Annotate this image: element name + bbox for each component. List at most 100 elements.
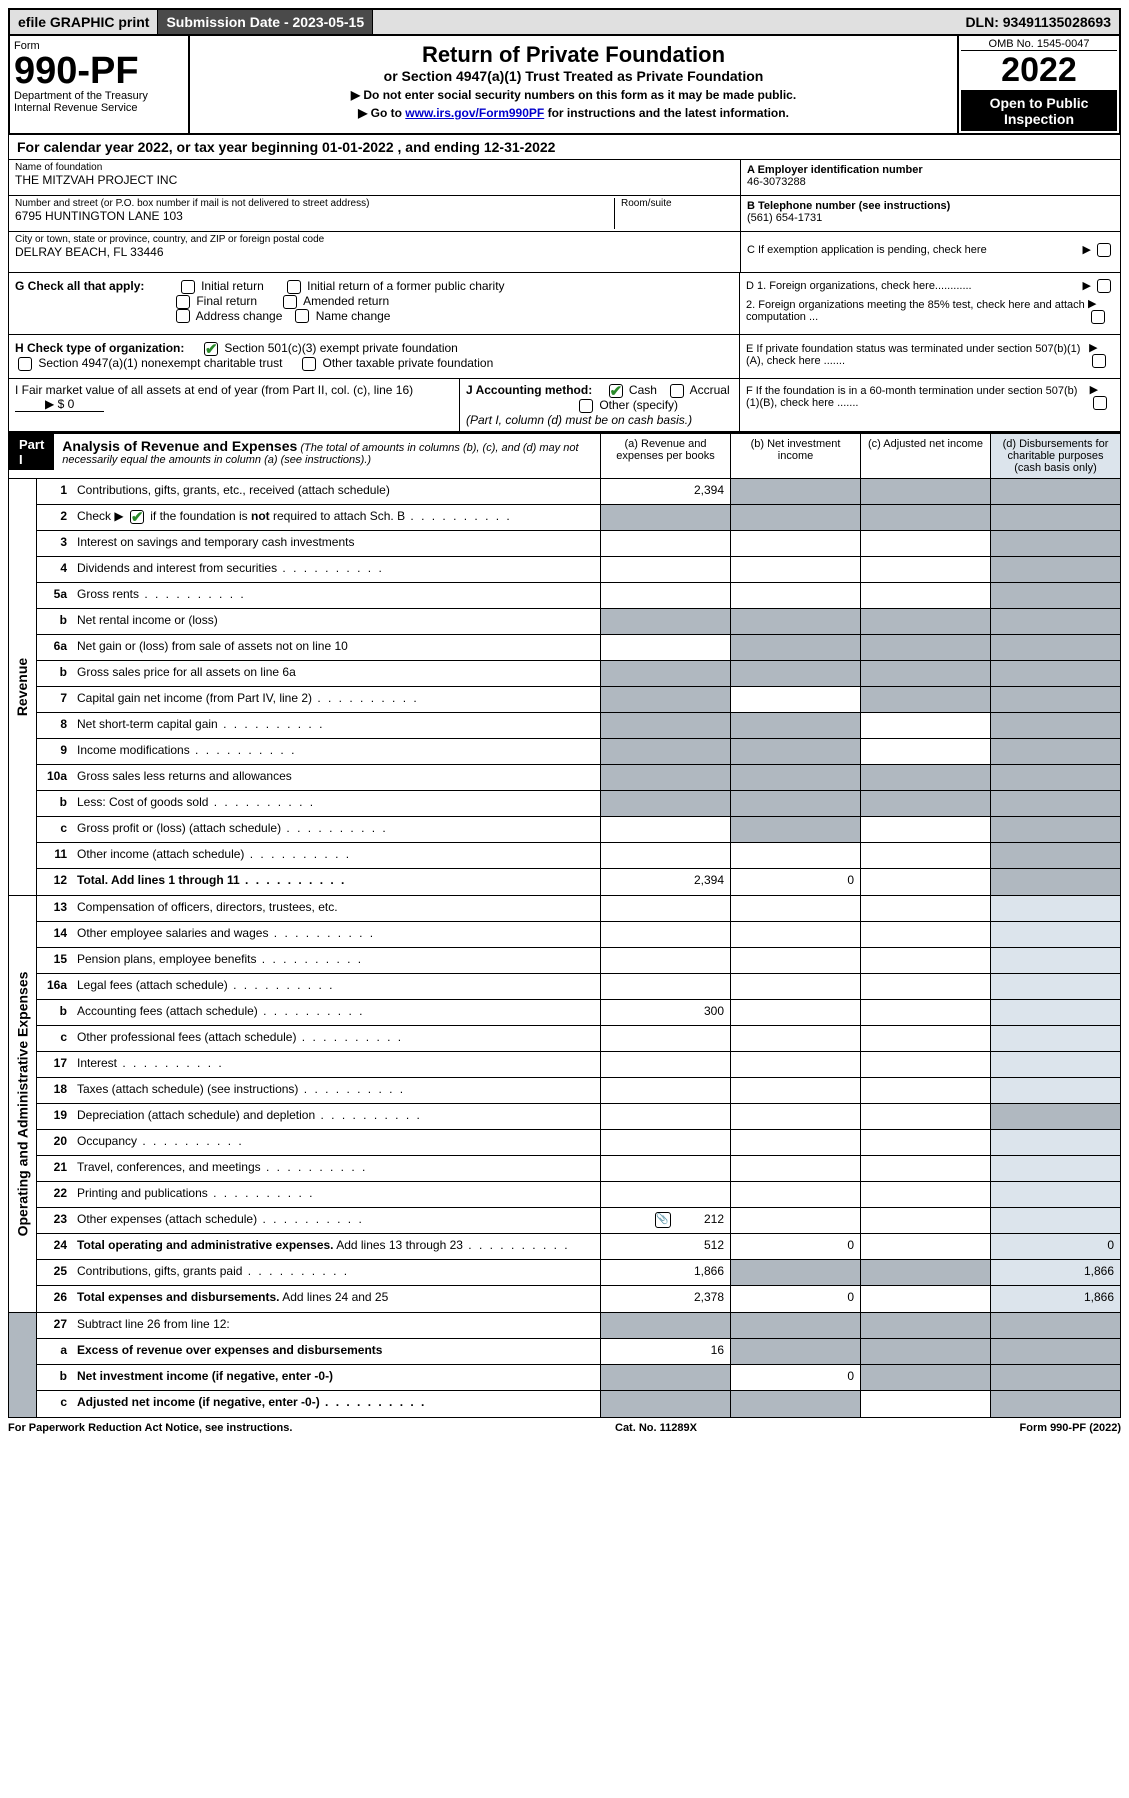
page-footer: For Paperwork Reduction Act Notice, see …: [8, 1418, 1121, 1438]
g-options: G Check all that apply: Initial return I…: [9, 273, 740, 334]
opt-initial-former: Initial return of a former public charit…: [307, 279, 504, 293]
row-2: 2Check ▶ if the foundation is not requir…: [37, 505, 1120, 531]
opt-accrual: Accrual: [690, 383, 730, 397]
check-section-g: G Check all that apply: Initial return I…: [8, 273, 1121, 335]
e-label: E If private foundation status was termi…: [746, 343, 1089, 367]
row-6b: bGross sales price for all assets on lin…: [37, 661, 1120, 687]
subtitle: or Section 4947(a)(1) Trust Treated as P…: [196, 68, 951, 84]
instruction-1: ▶ Do not enter social security numbers o…: [196, 88, 951, 102]
opt-other-taxable: Other taxable private foundation: [323, 356, 494, 370]
opt-amended: Amended return: [303, 294, 389, 308]
row-23: 23Other expenses (attach schedule)📎 212: [37, 1208, 1120, 1234]
4947a1-checkbox[interactable]: [18, 357, 32, 371]
row-9: 9Income modifications: [37, 739, 1120, 765]
year-block: OMB No. 1545-0047 2022 Open to Public In…: [959, 36, 1119, 133]
form-id-block: Form 990-PF Department of the Treasury I…: [10, 36, 190, 133]
open-inspection: Open to Public Inspection: [961, 91, 1117, 131]
opt-other-method: Other (specify): [599, 398, 678, 412]
form-header: Form 990-PF Department of the Treasury I…: [8, 36, 1121, 135]
row-21: 21Travel, conferences, and meetings: [37, 1156, 1120, 1182]
e-option: E If private foundation status was termi…: [740, 335, 1120, 378]
d1-label: D 1. Foreign organizations, check here..…: [746, 280, 972, 292]
tel-label: B Telephone number (see instructions): [747, 200, 1114, 212]
c-checkbox[interactable]: [1097, 243, 1111, 257]
opt-address-change: Address change: [196, 309, 283, 323]
ein-row: A Employer identification number 46-3073…: [741, 160, 1120, 196]
row-27b: bNet investment income (if negative, ent…: [37, 1365, 1120, 1391]
row-5a: 5aGross rents: [37, 583, 1120, 609]
city: DELRAY BEACH, FL 33446: [15, 245, 734, 259]
revenue-side-label: Revenue: [9, 479, 37, 895]
initial-return-checkbox[interactable]: [181, 280, 195, 294]
opt-4947a1: Section 4947(a)(1) nonexempt charitable …: [38, 356, 282, 370]
exemption-pending-row: C If exemption application is pending, c…: [741, 232, 1120, 268]
j-note: (Part I, column (d) must be on cash basi…: [466, 413, 733, 427]
col-a-header: (a) Revenue and expenses per books: [600, 434, 730, 478]
foundation-name: THE MITZVAH PROJECT INC: [15, 173, 734, 187]
opt-name-change: Name change: [316, 309, 391, 323]
501c3-checkbox[interactable]: [204, 342, 218, 356]
address-change-checkbox[interactable]: [176, 309, 190, 323]
form-title-block: Return of Private Foundation or Section …: [190, 36, 959, 133]
row-16a: 16aLegal fees (attach schedule): [37, 974, 1120, 1000]
row-16b: bAccounting fees (attach schedule)300: [37, 1000, 1120, 1026]
row-25: 25Contributions, gifts, grants paid1,866…: [37, 1260, 1120, 1286]
row-3: 3Interest on savings and temporary cash …: [37, 531, 1120, 557]
info-section: Name of foundation THE MITZVAH PROJECT I…: [8, 160, 1121, 273]
cash-checkbox[interactable]: [609, 384, 623, 398]
irs-label: Internal Revenue Service: [14, 102, 184, 114]
f-label: F If the foundation is in a 60-month ter…: [746, 385, 1090, 409]
row-27: 27Subtract line 26 from line 12:: [37, 1313, 1120, 1339]
main-title: Return of Private Foundation: [196, 42, 951, 68]
d-options: D 1. Foreign organizations, check here..…: [740, 273, 1120, 334]
row-19: 19Depreciation (attach schedule) and dep…: [37, 1104, 1120, 1130]
e-checkbox[interactable]: [1092, 354, 1106, 368]
row-24: 24Total operating and administrative exp…: [37, 1234, 1120, 1260]
final-return-checkbox[interactable]: [176, 295, 190, 309]
line27-table: 27Subtract line 26 from line 12: aExcess…: [8, 1313, 1121, 1418]
row-27a: aExcess of revenue over expenses and dis…: [37, 1339, 1120, 1365]
initial-return-former-checkbox[interactable]: [287, 280, 301, 294]
footer-left: For Paperwork Reduction Act Notice, see …: [8, 1422, 292, 1434]
expenses-table: Operating and Administrative Expenses 13…: [8, 896, 1121, 1313]
name-change-checkbox[interactable]: [295, 309, 309, 323]
d2-checkbox[interactable]: [1091, 310, 1105, 324]
row-14: 14Other employee salaries and wages: [37, 922, 1120, 948]
d1-checkbox[interactable]: [1097, 279, 1111, 293]
city-row: City or town, state or province, country…: [9, 232, 740, 268]
omb-number: OMB No. 1545-0047: [961, 38, 1117, 50]
amended-return-checkbox[interactable]: [283, 295, 297, 309]
g-label: G Check all that apply:: [15, 279, 144, 293]
irs-link[interactable]: www.irs.gov/Form990PF: [405, 106, 544, 120]
row-8: 8Net short-term capital gain: [37, 713, 1120, 739]
name-label: Name of foundation: [15, 162, 734, 173]
city-label: City or town, state or province, country…: [15, 234, 734, 245]
f-checkbox[interactable]: [1093, 396, 1107, 410]
attachment-icon[interactable]: 📎: [655, 1212, 671, 1228]
row-10b: bLess: Cost of goods sold: [37, 791, 1120, 817]
room-label: Room/suite: [621, 198, 734, 209]
row-4: 4Dividends and interest from securities: [37, 557, 1120, 583]
opt-final-return: Final return: [196, 294, 257, 308]
fmv-section: I Fair market value of all assets at end…: [8, 379, 1121, 432]
top-bar: efile GRAPHIC print Submission Date - 20…: [8, 8, 1121, 36]
row-1: 1Contributions, gifts, grants, etc., rec…: [37, 479, 1120, 505]
opt-cash: Cash: [629, 383, 657, 397]
instruction-2: ▶ Go to www.irs.gov/Form990PF for instru…: [196, 106, 951, 120]
part1-title: Analysis of Revenue and Expenses: [62, 438, 297, 454]
i-amount: ▶ $ 0: [15, 397, 104, 412]
other-taxable-checkbox[interactable]: [302, 357, 316, 371]
other-method-checkbox[interactable]: [579, 399, 593, 413]
footer-center: Cat. No. 11289X: [615, 1422, 697, 1434]
tax-year: 2022: [961, 50, 1117, 91]
row-6a: 6aNet gain or (loss) from sale of assets…: [37, 635, 1120, 661]
calendar-year-row: For calendar year 2022, or tax year begi…: [8, 135, 1121, 160]
dln: DLN: 93491135028693: [957, 10, 1119, 34]
part1-label: Part I: [9, 434, 54, 470]
row-13: 13Compensation of officers, directors, t…: [37, 896, 1120, 922]
schb-checkbox[interactable]: [130, 510, 144, 524]
accrual-checkbox[interactable]: [670, 384, 684, 398]
submission-date: Submission Date - 2023-05-15: [158, 10, 373, 34]
c-label: C If exemption application is pending, c…: [747, 244, 987, 256]
ein-value: 46-3073288: [747, 176, 1114, 188]
